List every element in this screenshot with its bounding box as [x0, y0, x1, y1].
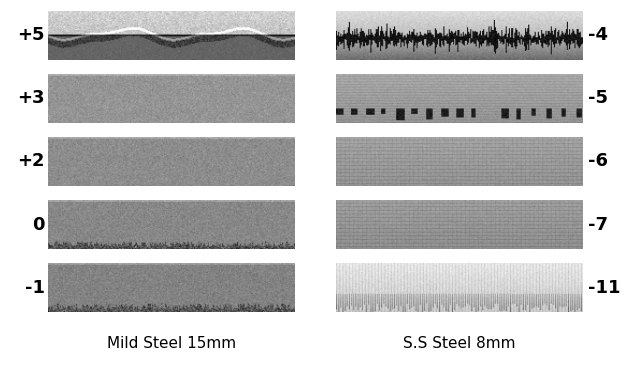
Text: -4: -4 — [588, 26, 609, 44]
Text: Mild Steel 15mm: Mild Steel 15mm — [107, 336, 236, 350]
Text: -1: -1 — [25, 279, 45, 297]
Text: -11: -11 — [588, 279, 621, 297]
Text: -6: -6 — [588, 152, 609, 171]
Text: +3: +3 — [17, 89, 45, 108]
Text: +2: +2 — [17, 152, 45, 171]
Text: 0: 0 — [32, 215, 45, 234]
Text: -7: -7 — [588, 215, 609, 234]
Text: S.S Steel 8mm: S.S Steel 8mm — [403, 336, 515, 350]
Text: -5: -5 — [588, 89, 609, 108]
Text: +5: +5 — [17, 26, 45, 44]
